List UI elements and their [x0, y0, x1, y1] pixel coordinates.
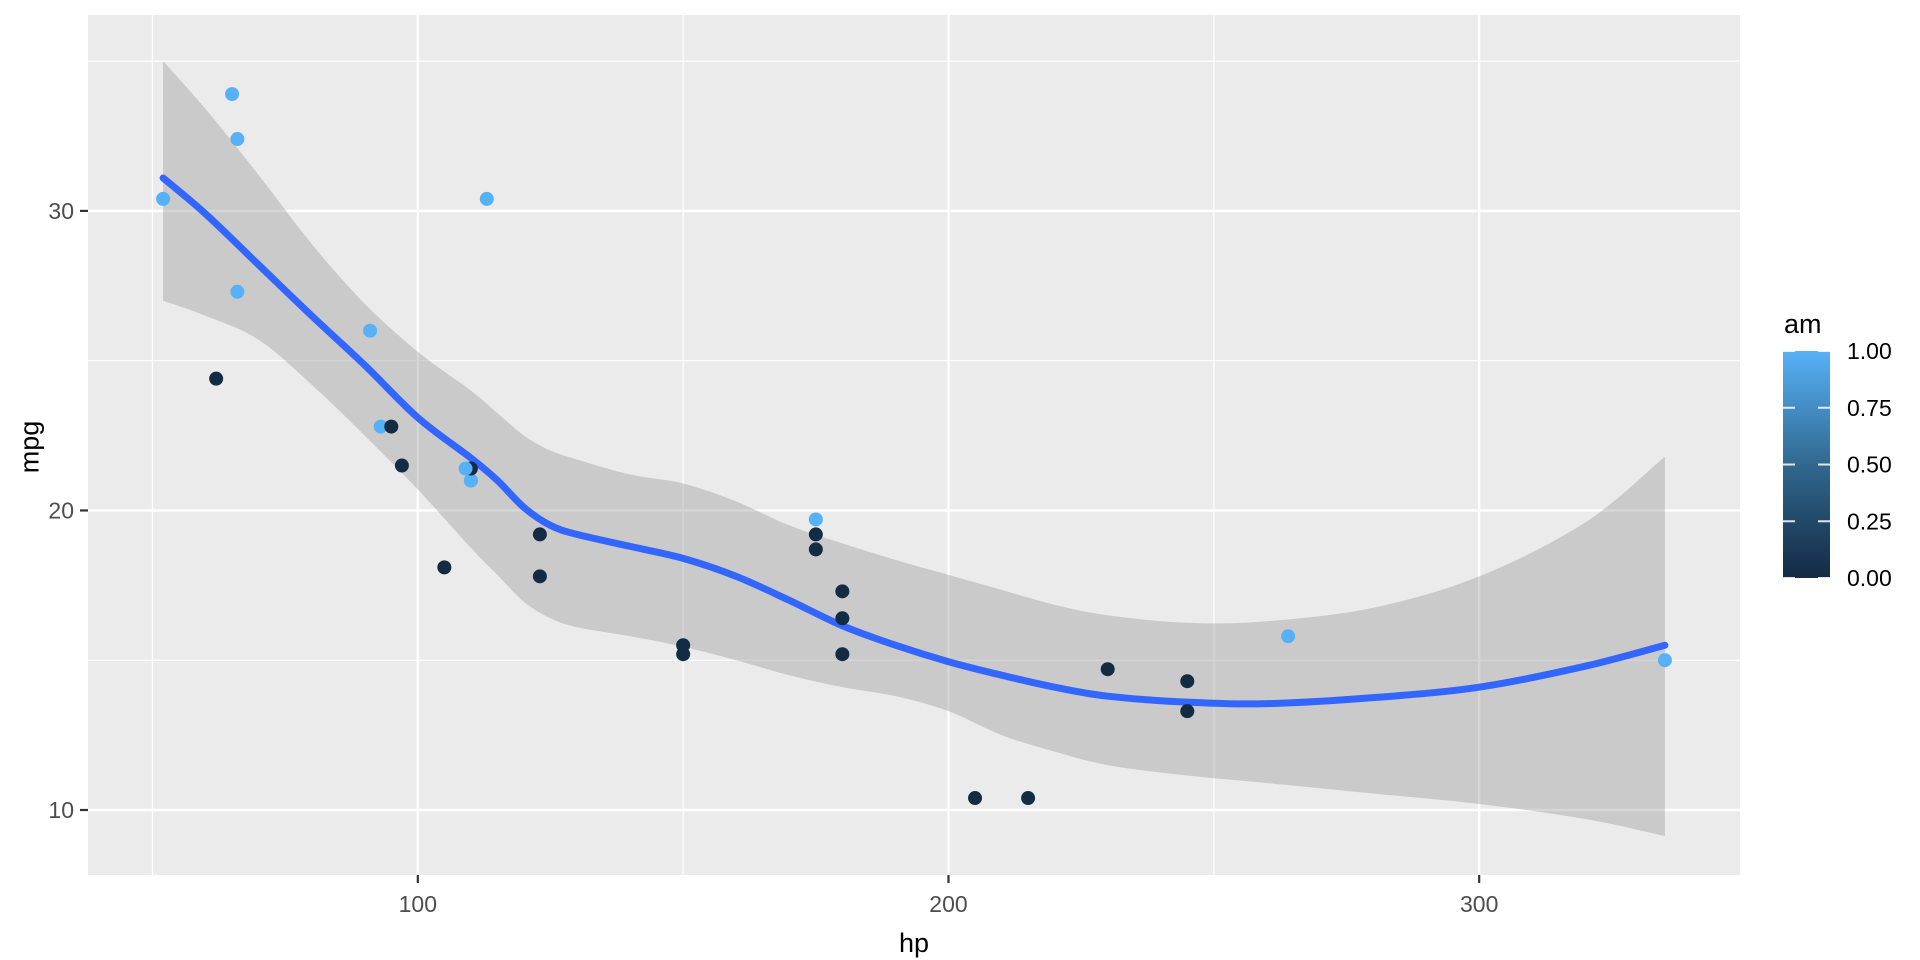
data-point	[394, 458, 409, 473]
axis-tick-labels: 100 200 300 10 20 30	[48, 198, 1498, 917]
legend-labels: 1.00 0.75 0.50 0.25 0.00	[1847, 338, 1892, 591]
legend-title: am	[1784, 309, 1822, 339]
data-point	[225, 87, 240, 102]
data-point	[808, 542, 823, 557]
data-point	[209, 371, 224, 386]
legend-label: 0.75	[1847, 395, 1892, 421]
y-axis-title: mpg	[14, 420, 45, 474]
data-point	[835, 611, 850, 626]
data-point	[156, 191, 171, 206]
data-point	[373, 419, 388, 434]
data-point	[1281, 629, 1296, 644]
y-axis-tick-label: 20	[48, 497, 74, 523]
data-point	[1180, 674, 1195, 689]
data-point	[458, 461, 473, 476]
x-axis-tick-label: 200	[929, 891, 967, 917]
data-point	[1657, 653, 1672, 668]
data-point	[532, 569, 547, 584]
legend-ticks	[1783, 350, 1830, 579]
data-points	[156, 87, 1672, 806]
data-point	[1021, 791, 1036, 806]
data-point	[230, 132, 245, 147]
legend-label: 1.00	[1847, 338, 1892, 364]
data-point	[808, 527, 823, 542]
x-axis-title: hp	[898, 928, 930, 958]
data-point	[230, 284, 245, 299]
data-point	[363, 323, 378, 338]
data-point	[835, 647, 850, 662]
data-point	[1180, 704, 1195, 719]
data-point	[968, 791, 983, 806]
data-point	[808, 512, 823, 527]
data-point	[835, 584, 850, 599]
legend-label: 0.25	[1847, 508, 1892, 534]
y-axis-tick-label: 30	[48, 198, 74, 224]
data-point	[384, 419, 399, 434]
legend-label: 0.00	[1847, 565, 1892, 591]
plot-panel	[88, 15, 1740, 875]
minor-gridlines	[88, 15, 1740, 875]
data-point	[437, 560, 452, 575]
major-gridlines	[88, 15, 1740, 875]
legend-label: 0.50	[1847, 452, 1892, 478]
y-axis-tick-label: 10	[48, 797, 74, 823]
x-axis-tick-label: 300	[1460, 891, 1498, 917]
data-point	[479, 191, 494, 206]
data-point	[1100, 662, 1115, 677]
smooth-line	[159, 174, 1669, 708]
data-point	[676, 647, 691, 662]
data-point	[463, 473, 478, 488]
axis-ticks	[80, 209, 1481, 883]
data-point	[532, 527, 547, 542]
x-axis-tick-label: 100	[399, 891, 437, 917]
